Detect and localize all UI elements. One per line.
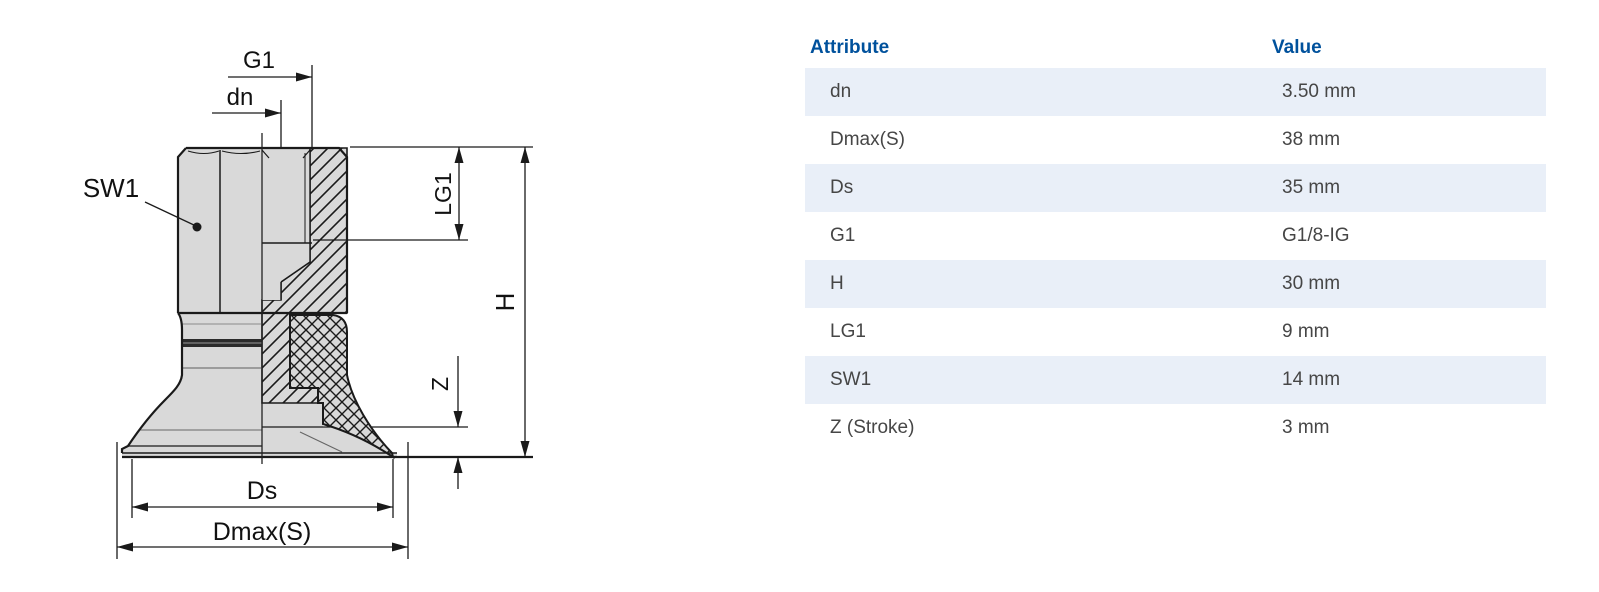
value-cell: G1/8-IG (1282, 225, 1350, 246)
dim-label-sw1: SW1 (83, 173, 139, 203)
table-row: SW1 14 mm (805, 356, 1546, 404)
rubber-section (289, 314, 395, 460)
value-cell: 3 mm (1282, 417, 1330, 438)
attribute-column-header: Attribute (810, 37, 890, 58)
spec-table: Attribute Value dn 3.50 mm Dmax(S) 38 mm… (805, 28, 1546, 452)
dim-label-h: H (490, 293, 520, 312)
table-row: Z (Stroke) 3 mm (805, 404, 1546, 452)
spec-table-body: dn 3.50 mm Dmax(S) 38 mm Ds 35 mm G1 G1/… (805, 68, 1546, 452)
dim-label-lg1: LG1 (430, 172, 456, 215)
dimension-dmax: Dmax(S) (116, 442, 409, 559)
dim-label-ds: Ds (247, 477, 278, 505)
suction-cup-diagram: G1 dn SW1 LG1 H (83, 47, 533, 559)
label-sw1: SW1 (83, 173, 202, 232)
table-row: LG1 9 mm (805, 308, 1546, 356)
dim-label-dmax: Dmax(S) (213, 518, 312, 546)
value-cell: 3.50 mm (1282, 81, 1356, 102)
external-detail-lines (122, 323, 397, 454)
attribute-cell: H (830, 273, 844, 294)
dimension-lg1: LG1 (350, 146, 533, 240)
dim-label-g1: G1 (243, 47, 275, 74)
technical-drawing: G1 dn SW1 LG1 H (0, 0, 600, 592)
value-cell: 30 mm (1282, 273, 1341, 294)
value-cell: 14 mm (1282, 369, 1341, 390)
table-row: Dmax(S) 38 mm (805, 116, 1546, 164)
dimension-ds: Ds (131, 459, 394, 518)
attribute-cell: dn (830, 81, 852, 102)
dimension-h: H (490, 147, 530, 457)
dimension-z: Z (427, 356, 463, 489)
attribute-cell: Z (Stroke) (830, 417, 915, 438)
attribute-cell: Ds (830, 177, 854, 198)
value-column-header: Value (1272, 37, 1322, 58)
dim-label-dn: dn (227, 84, 254, 111)
value-cell: 35 mm (1282, 177, 1341, 198)
spec-table-header: Attribute Value (805, 28, 1546, 68)
attribute-cell: LG1 (830, 321, 866, 342)
attribute-cell: G1 (830, 225, 856, 246)
table-row: G1 G1/8-IG (805, 212, 1546, 260)
threaded-bore (261, 149, 312, 300)
table-row: dn 3.50 mm (805, 68, 1546, 116)
dimension-dn: dn (212, 84, 282, 148)
attribute-cell: SW1 (830, 369, 872, 390)
value-cell: 9 mm (1282, 321, 1330, 342)
dim-label-z: Z (427, 377, 453, 391)
value-cell: 38 mm (1282, 129, 1341, 150)
table-row: Ds 35 mm (805, 164, 1546, 212)
table-row: H 30 mm (805, 260, 1546, 308)
dimension-g1: G1 (228, 47, 313, 148)
attribute-cell: Dmax(S) (830, 129, 905, 150)
